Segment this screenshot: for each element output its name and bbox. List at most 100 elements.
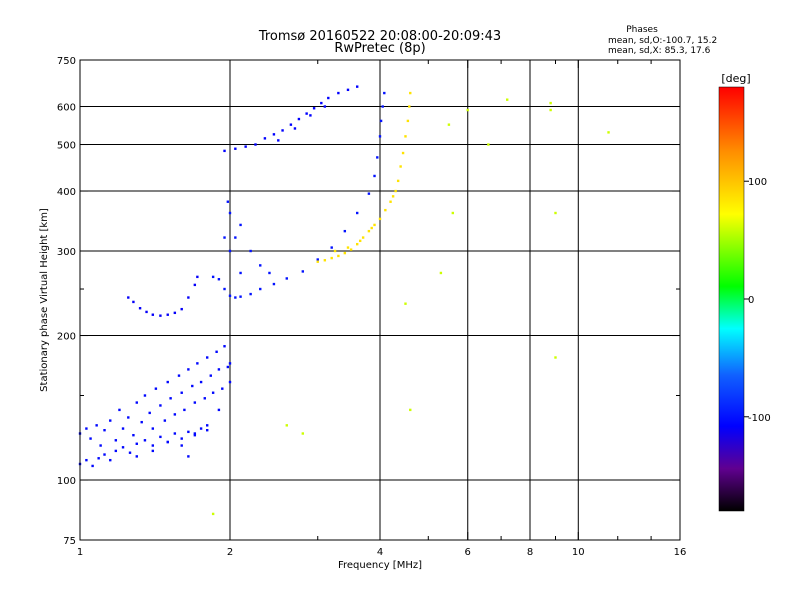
data-point — [370, 226, 373, 230]
data-point — [312, 107, 316, 110]
x-tick-label: 2 — [227, 547, 233, 558]
data-point — [159, 314, 162, 317]
data-point — [226, 365, 230, 369]
data-point — [151, 427, 155, 430]
data-point — [323, 105, 327, 108]
data-point — [439, 271, 443, 275]
data-point — [249, 292, 252, 296]
data-point — [166, 380, 169, 384]
data-point — [211, 512, 215, 516]
data-point — [193, 283, 197, 287]
y-tick-label: 750 — [57, 56, 76, 67]
data-point — [356, 211, 359, 215]
data-point — [228, 294, 232, 297]
data-point — [330, 246, 333, 249]
data-point — [114, 449, 118, 453]
data-point — [367, 229, 371, 233]
x-axis-label: Frequency [MHz] — [338, 560, 422, 571]
data-point — [383, 91, 386, 95]
y-tick-label: 500 — [57, 141, 76, 152]
data-point — [203, 397, 206, 400]
data-point — [91, 464, 94, 468]
phases-o-stats: mean, sd,O:-100.7, 15.2 — [608, 36, 717, 46]
colorbar-ticks: 100 0 -100 — [744, 177, 771, 424]
data-point — [169, 397, 172, 400]
data-point — [217, 278, 221, 281]
data-point — [85, 458, 88, 462]
data-point — [396, 179, 400, 183]
data-point — [289, 123, 293, 126]
data-point — [404, 135, 407, 138]
data-point — [95, 424, 98, 427]
data-point — [228, 211, 232, 215]
data-point — [85, 427, 88, 430]
data-point — [316, 258, 319, 261]
data-point — [305, 112, 308, 115]
data-point — [343, 251, 347, 255]
data-point — [346, 88, 350, 92]
data-point — [163, 419, 167, 422]
grid-lines — [80, 60, 680, 540]
data-point — [193, 433, 197, 437]
x-tick-label: 4 — [377, 547, 383, 558]
data-point — [239, 271, 242, 275]
data-point — [259, 287, 262, 291]
data-point — [343, 229, 347, 233]
data-point — [143, 439, 147, 442]
x-tick-label: 8 — [527, 547, 533, 558]
data-point — [406, 119, 410, 123]
data-point — [143, 394, 147, 397]
data-point — [148, 411, 151, 415]
data-point — [228, 380, 232, 384]
data-point — [447, 123, 451, 126]
data-point — [272, 133, 276, 136]
data-point — [293, 127, 297, 130]
data-point — [244, 145, 247, 148]
data-point — [320, 101, 323, 105]
data-point — [330, 256, 333, 260]
data-point — [180, 437, 183, 440]
data-point — [401, 151, 405, 155]
data-point — [254, 143, 257, 146]
data-point — [187, 430, 190, 434]
data-point — [451, 211, 455, 215]
data-point — [378, 217, 382, 221]
data-point — [554, 356, 557, 359]
data-point — [135, 401, 138, 404]
data-point — [272, 282, 276, 286]
y-tick-label: 400 — [57, 187, 76, 198]
data-point — [209, 374, 212, 377]
data-point — [187, 368, 190, 371]
data-point — [206, 424, 209, 427]
data-point — [379, 119, 383, 123]
data-point — [378, 135, 382, 138]
data-point — [97, 457, 100, 460]
data-point — [223, 345, 226, 348]
data-point — [409, 91, 412, 95]
data-point — [281, 129, 284, 132]
data-point — [226, 200, 230, 203]
data-point — [103, 453, 106, 456]
data-point — [132, 300, 135, 304]
data-point — [466, 108, 469, 112]
data-point — [180, 444, 183, 447]
data-point — [166, 440, 169, 444]
data-point — [316, 260, 319, 263]
data-point — [99, 444, 102, 447]
data-point — [135, 455, 138, 458]
data-point — [277, 139, 280, 142]
data-point — [196, 362, 199, 365]
data-point — [221, 387, 224, 390]
data-point — [154, 387, 158, 390]
y-tick-label: 75 — [63, 536, 76, 547]
colorbar — [718, 86, 745, 512]
data-point — [285, 277, 288, 280]
data-point — [206, 429, 209, 432]
data-point — [373, 174, 376, 178]
data-point — [301, 270, 305, 273]
data-point — [346, 246, 350, 249]
data-point — [408, 105, 411, 108]
data-point — [249, 249, 252, 253]
data-point — [234, 147, 237, 150]
data-point — [159, 435, 162, 439]
